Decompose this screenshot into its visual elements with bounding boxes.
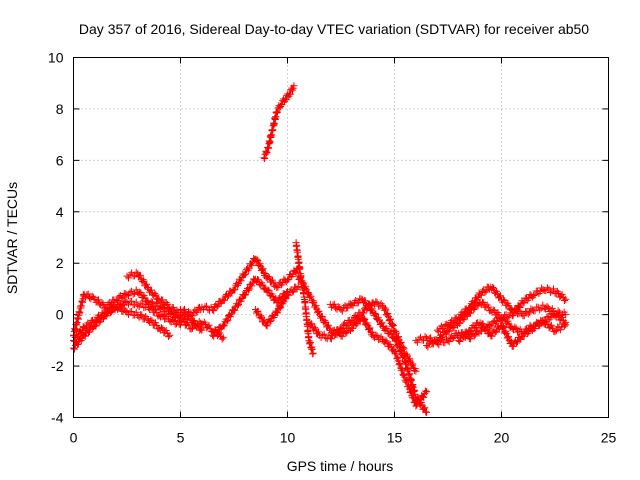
data-points [70,82,570,416]
series-plus-markers [251,282,302,330]
y-tick-label: -2 [51,358,64,374]
plot-frame [73,57,609,418]
y-tick-label: 0 [56,307,64,323]
x-tick-label: 20 [494,430,510,446]
y-tick-label: -4 [51,410,64,426]
axes: 0 5 10 15 20 25 -4 -2 0 2 4 6 8 10 [48,50,617,446]
series-plus-markers [455,310,570,350]
data-series [123,268,206,334]
series-plus-markers [260,82,298,162]
data-series [433,283,570,336]
series-plus-markers [209,275,291,340]
series-plus-markers [177,255,302,320]
y-tick-label: 6 [56,152,64,168]
data-series [294,272,431,410]
x-tick-label: 5 [177,430,185,446]
x-tick-label: 0 [70,430,78,446]
y-tick-label: 2 [56,255,64,271]
series-plus-markers [305,298,420,375]
grid-lines [73,57,609,418]
y-tick-label: 10 [48,50,64,66]
series-plus-markers [326,295,431,416]
data-series [455,310,570,350]
data-series [260,82,298,162]
series-plus-markers [294,272,431,410]
data-series [177,255,302,320]
data-series [251,282,302,330]
data-series [305,298,420,375]
x-tick-label: 25 [601,430,617,446]
chart-title: Day 357 of 2016, Sidereal Day-to-day VTE… [79,21,589,37]
series-plus-markers [433,283,570,336]
data-series [326,295,431,416]
y-tick-label: 4 [56,204,64,220]
x-tick-label: 15 [387,430,403,446]
x-axis-label: GPS time / hours [287,458,394,474]
y-axis-label: SDTVAR / TECUs [4,182,20,294]
x-tick-label: 10 [280,430,296,446]
y-tick-label: 8 [56,101,64,117]
series-plus-markers [123,268,206,334]
data-series [209,275,291,340]
